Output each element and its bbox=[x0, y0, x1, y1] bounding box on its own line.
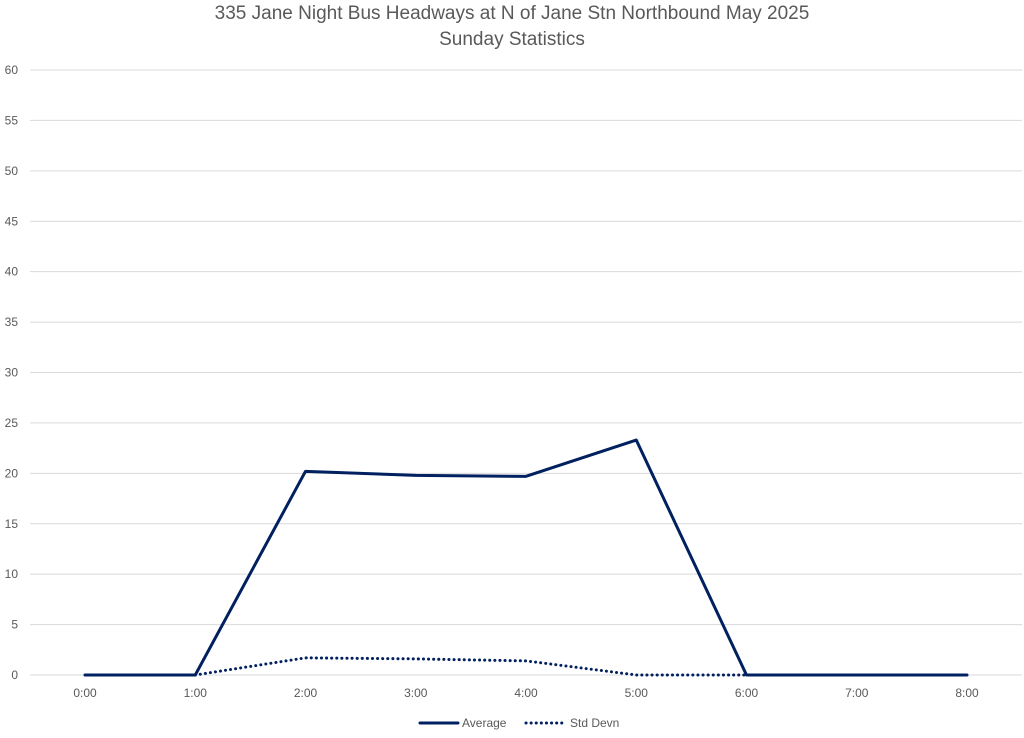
x-tick-label: 3:00 bbox=[404, 686, 428, 700]
series-line-average bbox=[83, 438, 969, 677]
y-tick-label: 55 bbox=[5, 113, 19, 127]
y-tick-label: 60 bbox=[5, 63, 19, 77]
series-line-std-devn bbox=[193, 656, 748, 677]
legend-label: Std Devn bbox=[570, 716, 619, 730]
legend-label: Average bbox=[462, 716, 507, 730]
x-tick-label: 7:00 bbox=[845, 686, 869, 700]
x-tick-label: 1:00 bbox=[184, 686, 208, 700]
x-tick-label: 4:00 bbox=[514, 686, 538, 700]
y-tick-label: 10 bbox=[5, 567, 19, 581]
x-tick-label: 5:00 bbox=[625, 686, 649, 700]
gridlines bbox=[30, 69, 1022, 676]
y-tick-label: 30 bbox=[5, 366, 19, 380]
y-tick-label: 50 bbox=[5, 164, 19, 178]
y-tick-label: 25 bbox=[5, 416, 19, 430]
chart-title: 335 Jane Night Bus Headways at N of Jane… bbox=[214, 3, 810, 24]
y-tick-label: 0 bbox=[11, 668, 18, 682]
y-tick-label: 20 bbox=[5, 466, 19, 480]
y-axis-ticks: 0 5 10 15 20 25 30 35 40 45 50 55 60 bbox=[5, 63, 19, 682]
y-tick-label: 40 bbox=[5, 265, 19, 279]
chart-subtitle: Sunday Statistics bbox=[439, 29, 585, 50]
y-tick-label: 15 bbox=[5, 517, 19, 531]
y-tick-label: 45 bbox=[5, 214, 19, 228]
y-tick-label: 5 bbox=[11, 618, 18, 632]
x-tick-label: 8:00 bbox=[955, 686, 979, 700]
x-tick-label: 6:00 bbox=[735, 686, 759, 700]
x-axis-ticks: 0:00 1:00 2:00 3:00 4:00 5:00 6:00 7:00 8:00 bbox=[73, 686, 979, 700]
legend: Average Std Devn bbox=[418, 716, 619, 730]
y-tick-label: 35 bbox=[5, 315, 19, 329]
x-tick-label: 2:00 bbox=[294, 686, 318, 700]
series-lines bbox=[83, 438, 969, 677]
x-tick-label: 0:00 bbox=[73, 686, 97, 700]
